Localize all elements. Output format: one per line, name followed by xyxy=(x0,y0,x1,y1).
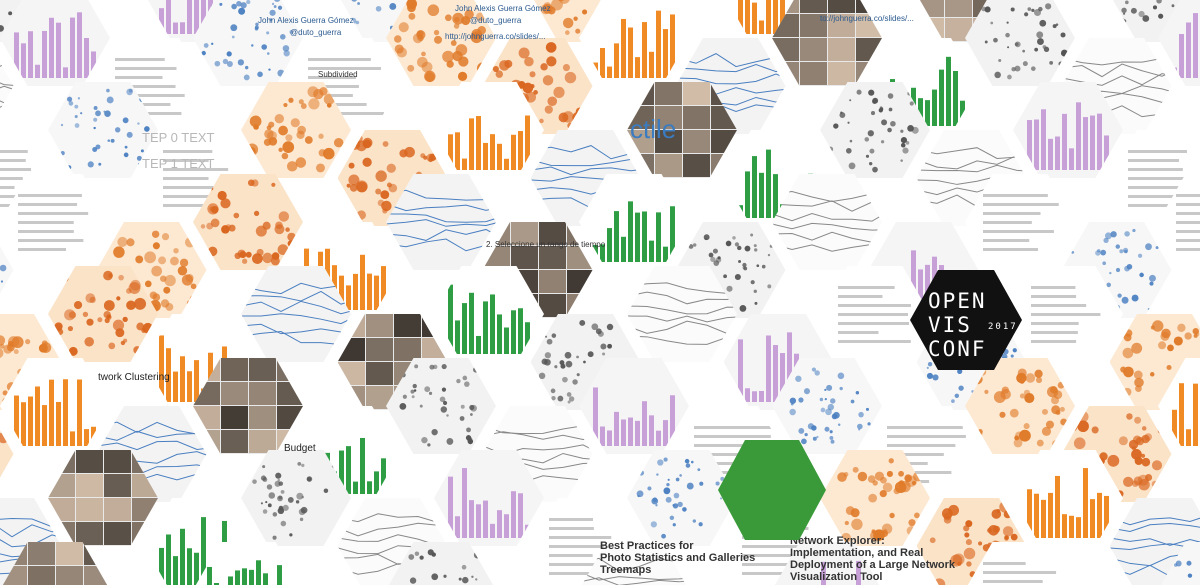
tile-thumbnail xyxy=(828,89,921,173)
tile-thumbnail xyxy=(1172,383,1198,446)
step0-text: TEP 0 TEXT xyxy=(142,130,215,145)
hex-tile[interactable] xyxy=(0,358,110,454)
tile-thumbnail xyxy=(821,560,861,585)
openvis-word-3: CONF xyxy=(928,337,987,361)
tile-thumbnail xyxy=(18,194,89,251)
tile-thumbnail xyxy=(448,468,530,538)
tile-thumbnail xyxy=(788,367,871,446)
tile-thumbnail xyxy=(983,194,1059,251)
tile-thumbnail xyxy=(772,0,882,85)
slides-url-text-2[interactable]: to://johnguerra.co/slides/... xyxy=(820,14,914,23)
hex-tile[interactable] xyxy=(241,450,351,546)
tile-thumbnail xyxy=(772,190,882,252)
best-practices-text: Best Practices for Photo Statistics and … xyxy=(600,540,756,576)
tile-thumbnail xyxy=(548,518,620,575)
tile-thumbnail xyxy=(1176,194,1200,251)
network-clustering-text: twork Clustering xyxy=(98,372,170,383)
tile-thumbnail xyxy=(1031,286,1101,343)
tile-thumbnail xyxy=(207,560,282,585)
hex-tile[interactable] xyxy=(241,82,351,178)
tile-thumbnail xyxy=(252,461,339,540)
openvisconf-logo[interactable]: OPEN VIS CONF 2017 xyxy=(910,270,1022,370)
openvis-year: 2017 xyxy=(988,322,1018,332)
tile-thumbnail xyxy=(201,0,295,81)
hex-tile[interactable] xyxy=(1061,406,1172,502)
tile-thumbnail xyxy=(448,115,530,170)
tile-thumbnail xyxy=(593,387,675,446)
tile-thumbnail xyxy=(448,284,530,354)
openvis-word-2: VIS xyxy=(928,313,972,337)
tile-thumbnail xyxy=(634,457,725,539)
tile-thumbnail xyxy=(838,286,911,343)
author-handle-text-2: @duto_guerra xyxy=(470,16,522,25)
hex-tile[interactable] xyxy=(386,174,496,270)
hex-tile[interactable] xyxy=(965,0,1075,86)
tile-thumbnail xyxy=(593,10,675,78)
hex-tile[interactable] xyxy=(193,0,303,86)
hex-tile[interactable] xyxy=(772,0,882,86)
tile-thumbnail xyxy=(14,379,96,446)
tile-thumbnail xyxy=(983,562,1057,583)
hex-tile[interactable] xyxy=(386,358,496,454)
tile-thumbnail xyxy=(162,150,228,207)
seleccione-text: 2. Seleccione un rango de tiempo xyxy=(486,240,606,249)
tile-thumbnail xyxy=(395,364,487,447)
network-explorer-text: Network Explorer: Implementation, and Re… xyxy=(790,535,956,583)
step1-text: TEP 1 TEXT xyxy=(142,156,215,171)
author-name-text: John Alexis Guerra Gómez xyxy=(258,16,354,25)
tile-thumbnail xyxy=(14,12,96,79)
hex-tile[interactable] xyxy=(1013,266,1123,362)
hex-tile[interactable] xyxy=(0,0,110,86)
tile-thumbnail xyxy=(200,179,296,266)
tile-thumbnail xyxy=(1027,102,1109,170)
tile-thumbnail xyxy=(972,367,1068,448)
tile-thumbnail xyxy=(1127,150,1200,207)
author-name-text-2: John Alexis Guerra Gómez xyxy=(455,4,551,13)
subdivided-text: Subdivided xyxy=(318,70,358,79)
hex-tile[interactable] xyxy=(0,174,110,270)
tactile-text: ctile xyxy=(630,114,677,144)
tile-thumbnail xyxy=(1027,468,1109,538)
hex-tile[interactable] xyxy=(1013,82,1123,178)
author-handle-text: @duto_guerra xyxy=(290,28,342,37)
budget-text: Budget xyxy=(284,443,316,454)
hex-tile[interactable] xyxy=(579,0,689,86)
hex-tile[interactable] xyxy=(1013,450,1123,546)
openvis-word-1: OPEN xyxy=(928,289,987,313)
slides-url-text[interactable]: http://johnguerra.co/slides/... xyxy=(445,32,546,41)
tile-thumbnail xyxy=(981,3,1068,82)
